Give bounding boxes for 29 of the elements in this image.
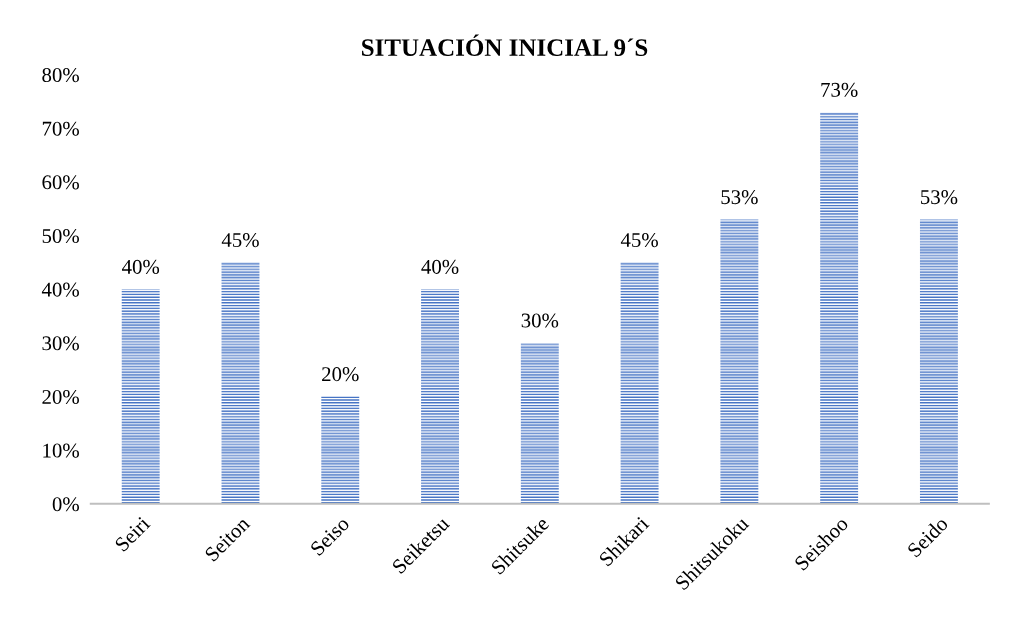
bar — [221, 262, 260, 504]
y-tick-label: 70% — [42, 121, 79, 136]
y-tick-label: 60% — [42, 175, 79, 190]
y-tick-label: 20% — [42, 389, 79, 405]
data-label: 73% — [821, 82, 858, 97]
data-label: 20% — [322, 367, 359, 382]
bar — [520, 342, 559, 504]
data-label: 45% — [221, 233, 259, 248]
data-label: 53% — [921, 190, 958, 205]
bar — [620, 262, 659, 504]
data-label: 53% — [721, 190, 758, 205]
data-label: 40% — [122, 259, 160, 274]
x-tick-label: Seiri — [114, 515, 151, 553]
data-label: 45% — [620, 233, 658, 248]
y-tick-label: 10% — [43, 443, 79, 458]
bar — [321, 396, 360, 504]
bar — [121, 289, 160, 504]
bar — [720, 219, 759, 504]
y-tick-label: 40% — [41, 282, 79, 297]
chart-title: SITUACIÓN INICIAL 9´S — [362, 34, 648, 57]
y-tick-label: 80% — [42, 68, 79, 83]
data-label: 30% — [521, 313, 559, 328]
y-tick-label: 50% — [42, 228, 79, 244]
y-tick-label: 30% — [42, 336, 79, 351]
bar — [421, 289, 459, 504]
data-label: 40% — [421, 259, 459, 274]
bar — [919, 219, 958, 504]
y-tick-label: 0% — [52, 497, 79, 512]
bar — [820, 112, 859, 504]
